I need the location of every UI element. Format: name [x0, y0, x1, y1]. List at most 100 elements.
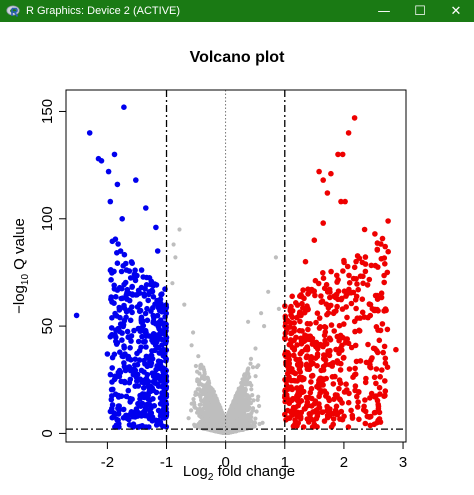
up-point	[311, 408, 318, 415]
down-point	[127, 317, 134, 324]
ns-point	[248, 356, 254, 361]
ns-point	[262, 324, 267, 329]
down-point	[108, 396, 115, 403]
up-point	[373, 393, 379, 399]
down-point	[139, 333, 145, 340]
down-point	[124, 415, 130, 422]
x-tick-label: 1	[281, 454, 289, 471]
up-point	[299, 293, 305, 300]
up-point	[344, 314, 350, 321]
down-point	[146, 389, 152, 395]
ns-point	[173, 255, 178, 260]
down-point	[134, 350, 140, 357]
ns-point	[254, 364, 260, 370]
up-point	[294, 314, 300, 321]
up-point	[382, 261, 388, 267]
up-point	[368, 357, 374, 364]
up-point	[367, 301, 374, 308]
up-point	[354, 281, 360, 287]
down-point	[153, 282, 160, 288]
up-point	[297, 309, 303, 316]
up-point	[283, 417, 289, 423]
ns-point	[196, 382, 202, 387]
up-point	[371, 374, 378, 381]
down-point	[135, 287, 142, 294]
down-point	[107, 198, 114, 205]
up-point	[338, 360, 344, 367]
up-point	[307, 389, 314, 396]
ns-point	[216, 410, 221, 415]
ns-point	[253, 416, 258, 421]
up-point	[353, 293, 360, 300]
up-point	[339, 342, 345, 349]
down-point	[137, 392, 143, 399]
up-point	[316, 168, 322, 175]
up-point	[344, 290, 351, 297]
up-point	[361, 226, 368, 233]
ns-point	[216, 403, 222, 408]
up-point	[282, 349, 289, 355]
up-point	[376, 384, 383, 391]
ns-point	[192, 424, 197, 429]
down-point	[153, 389, 160, 396]
up-point	[351, 115, 358, 121]
up-point	[381, 279, 388, 286]
down-point	[134, 413, 141, 419]
up-point	[290, 404, 297, 411]
ns-point	[192, 404, 197, 409]
down-point	[130, 413, 136, 420]
ns-point	[218, 418, 223, 423]
ns-point	[202, 369, 207, 375]
up-point	[286, 364, 293, 371]
down-point	[145, 383, 152, 390]
ns-point	[193, 363, 198, 369]
up-point	[362, 420, 369, 427]
down-point	[116, 307, 123, 313]
up-point	[318, 299, 325, 306]
up-point	[377, 419, 384, 425]
down-point	[148, 405, 154, 412]
down-point	[109, 315, 115, 321]
title-bar[interactable]: R Graphics: Device 2 (ACTIVE) — ☐ ✕	[0, 0, 474, 22]
up-point	[300, 388, 307, 395]
down-point	[144, 371, 151, 378]
ns-point	[205, 419, 210, 424]
up-point	[350, 275, 357, 282]
close-button[interactable]: ✕	[450, 3, 462, 19]
ns-point	[189, 343, 194, 348]
minimize-button[interactable]: —	[377, 3, 391, 19]
down-point	[125, 334, 131, 341]
up-point	[330, 416, 337, 422]
up-point	[328, 302, 334, 309]
up-point	[324, 190, 331, 196]
up-point	[359, 309, 366, 316]
up-point	[314, 424, 320, 430]
down-point	[137, 307, 144, 314]
ns-point	[197, 371, 202, 376]
ns-point	[210, 405, 215, 410]
down-point	[130, 409, 137, 416]
down-point	[122, 367, 129, 373]
up-point	[313, 319, 319, 326]
down-point	[111, 151, 118, 158]
down-point	[140, 385, 147, 391]
up-point	[382, 355, 389, 362]
up-point	[309, 403, 315, 409]
down-point	[133, 177, 139, 183]
down-point	[132, 277, 139, 284]
up-point	[354, 404, 361, 410]
ns-point	[205, 376, 210, 381]
maximize-button[interactable]: ☐	[414, 3, 426, 19]
up-point	[299, 328, 305, 334]
up-point	[355, 389, 362, 396]
up-point	[330, 381, 337, 387]
up-point	[307, 333, 314, 340]
up-point	[320, 363, 327, 370]
up-point	[341, 413, 347, 420]
down-point	[152, 372, 159, 379]
up-point	[326, 397, 333, 404]
up-point	[299, 336, 305, 342]
up-point	[300, 287, 306, 293]
up-point	[288, 330, 294, 337]
up-point	[354, 253, 361, 259]
